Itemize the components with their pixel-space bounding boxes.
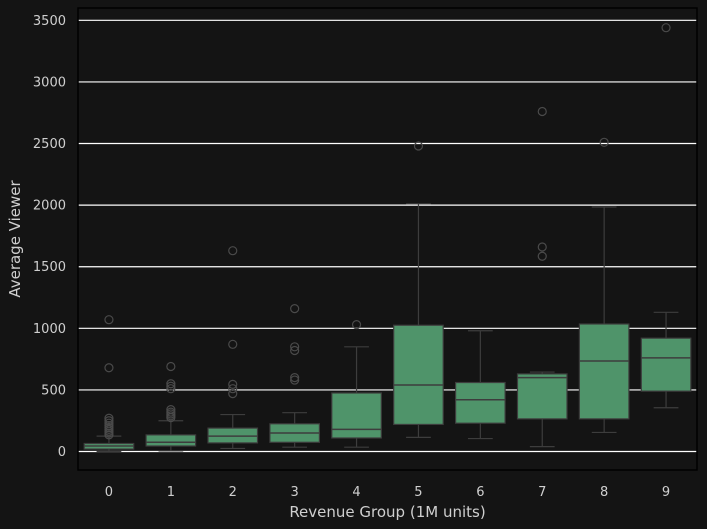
x-tick-label: 4 <box>352 485 360 500</box>
box-group-4 <box>331 320 382 448</box>
outlier-point <box>166 413 176 423</box>
y-axis-title: Average Viewer <box>6 179 24 297</box>
box-iqr <box>640 337 692 392</box>
outlier-point <box>166 381 176 391</box>
plot-frame <box>77 7 698 471</box>
outlier-point <box>228 384 238 394</box>
outlier-point <box>290 373 300 383</box>
y-tick-label: 2500 <box>33 137 66 152</box>
outlier-point <box>599 137 609 147</box>
outlier-point <box>228 339 238 349</box>
x-tick-label: 1 <box>167 485 175 500</box>
x-tick-label: 7 <box>538 485 546 500</box>
x-tick-label: 3 <box>291 485 299 500</box>
outlier-point <box>104 363 114 373</box>
box-group-5 <box>393 141 444 438</box>
box-group-7 <box>516 106 568 448</box>
grid-lines <box>78 19 697 453</box>
outlier-point <box>413 141 424 151</box>
outlier-point <box>537 106 547 117</box>
x-tick-label: 6 <box>476 485 484 500</box>
outlier-point <box>290 304 300 314</box>
box-iqr <box>454 381 506 424</box>
outlier-point <box>228 379 238 389</box>
x-tick-label: 9 <box>662 485 670 500</box>
x-tick-label: 2 <box>229 485 237 500</box>
outlier-point <box>351 320 362 330</box>
box-group-9 <box>640 23 692 409</box>
outlier-point <box>290 342 300 352</box>
outlier-point <box>290 375 300 385</box>
x-axis-title: Revenue Group (1M units) <box>289 503 485 521</box>
y-tick-label: 2000 <box>33 199 66 214</box>
outlier-point <box>537 251 547 261</box>
box-series <box>83 23 692 453</box>
outlier-point <box>104 416 114 426</box>
x-tick-label: 0 <box>105 485 113 500</box>
box-iqr <box>145 434 197 447</box>
outlier-point <box>166 361 176 372</box>
y-tick-label: 0 <box>58 445 66 460</box>
y-tick-label: 500 <box>41 383 66 398</box>
y-tick-label: 3000 <box>33 75 66 90</box>
outlier-point <box>104 430 114 440</box>
box-group-6 <box>454 330 506 440</box>
outlier-point <box>661 23 671 33</box>
box-group-8 <box>578 137 630 434</box>
outlier-point <box>104 315 114 325</box>
box-group-1 <box>145 361 197 452</box>
outlier-point <box>166 379 176 389</box>
outlier-point <box>228 246 238 256</box>
outlier-point <box>166 384 176 394</box>
x-tick-label: 8 <box>600 485 608 500</box>
box-iqr <box>393 324 444 426</box>
x-tick-label: 5 <box>414 485 422 500</box>
outlier-point <box>290 345 300 356</box>
outlier-point <box>104 413 114 423</box>
x-tick-labels: 0 1 2 3 4 5 6 7 8 9 <box>105 485 670 500</box>
box-iqr <box>516 373 568 420</box>
box-group-0 <box>83 315 135 453</box>
box-group-2 <box>207 246 259 450</box>
outlier-point <box>228 389 238 399</box>
y-tick-label: 1500 <box>33 260 66 275</box>
box-iqr <box>578 323 630 420</box>
y-tick-labels: 0 500 1000 1500 2000 2500 3000 3500 <box>33 14 66 460</box>
y-tick-label: 1000 <box>33 322 66 337</box>
y-tick-label: 3500 <box>33 14 66 29</box>
box-group-3 <box>269 304 321 448</box>
outlier-point <box>537 242 547 252</box>
box-iqr <box>331 392 382 439</box>
